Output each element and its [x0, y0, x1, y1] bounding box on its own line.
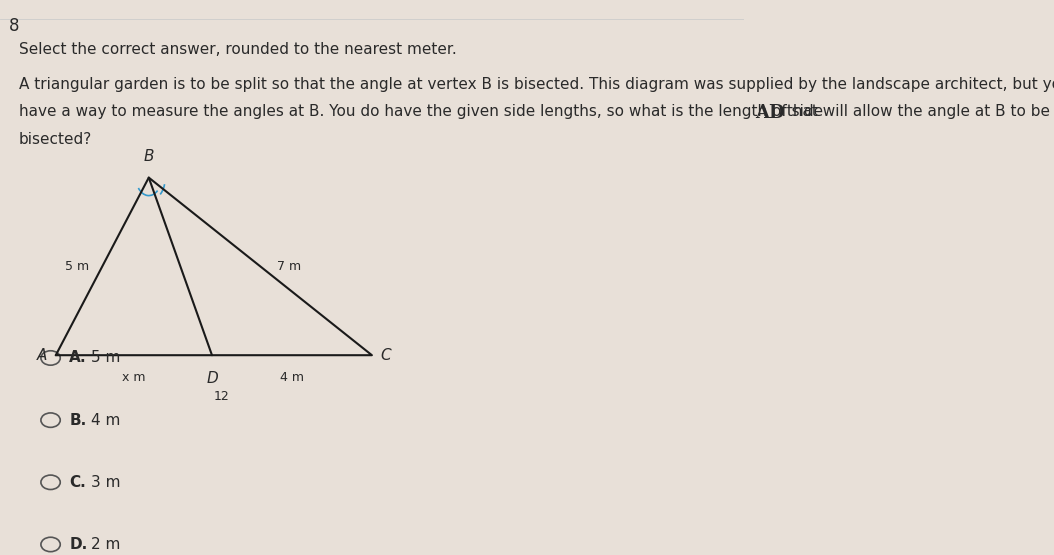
Text: have a way to measure the angles at B. You do have the given side lengths, so wh: have a way to measure the angles at B. Y…: [19, 104, 827, 119]
Text: 4 m: 4 m: [280, 371, 304, 384]
Text: A.: A.: [70, 350, 86, 366]
Text: B: B: [143, 149, 154, 164]
Text: 4 m: 4 m: [91, 412, 120, 428]
Text: 12: 12: [213, 390, 229, 402]
Text: B.: B.: [70, 412, 86, 428]
Text: C.: C.: [70, 475, 86, 490]
Text: x m: x m: [122, 371, 145, 384]
Text: 2 m: 2 m: [91, 537, 120, 552]
Text: D.: D.: [70, 537, 87, 552]
Text: 7 m: 7 m: [277, 260, 300, 273]
Text: C: C: [380, 347, 391, 363]
Text: Select the correct answer, rounded to the nearest meter.: Select the correct answer, rounded to th…: [19, 42, 456, 57]
Text: D: D: [207, 371, 218, 386]
Text: 8: 8: [8, 17, 19, 34]
Text: bisected?: bisected?: [19, 132, 92, 147]
Text: A triangular garden is to be split so that the angle at vertex B is bisected. Th: A triangular garden is to be split so th…: [19, 77, 1054, 92]
Text: A: A: [37, 347, 46, 363]
Text: 3 m: 3 m: [91, 475, 120, 490]
Text: that will allow the angle at B to be: that will allow the angle at B to be: [782, 104, 1050, 119]
Text: 5 m: 5 m: [91, 350, 120, 366]
Text: AD: AD: [756, 104, 785, 122]
Text: 5 m: 5 m: [64, 260, 89, 273]
